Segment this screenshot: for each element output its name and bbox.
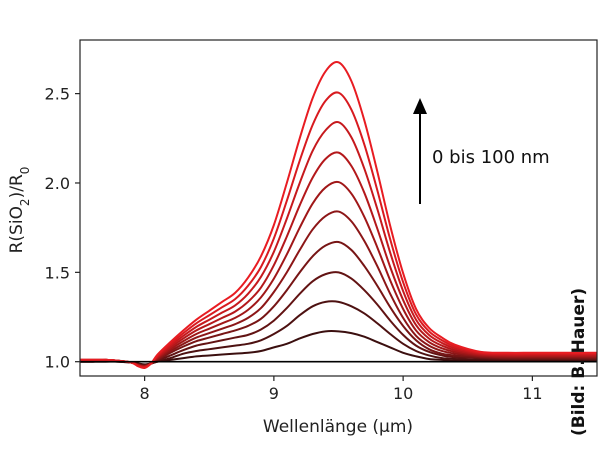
y-axis-label-part-1: R(SiO <box>7 206 27 253</box>
image-credit: (Bild: B. Hauer) <box>569 288 589 436</box>
y-axis-label-part-2: )/R <box>7 174 27 198</box>
x-tick-label: 10 <box>393 384 413 403</box>
y-tick-label: 1.0 <box>45 353 70 372</box>
plot-frame <box>79 39 598 377</box>
y-axis-label-subscript-1: 2 <box>18 198 32 206</box>
series-line-4 <box>79 240 597 368</box>
x-tick-label: 11 <box>522 384 542 403</box>
annotation-label: 0 bis 100 nm <box>432 147 550 168</box>
series-line-3 <box>80 271 597 367</box>
x-axis-ticks: 8 9 10 11 <box>140 376 543 403</box>
series-line-5 <box>79 210 597 368</box>
y-axis-ticks: 1.0 1.5 2.0 2.5 <box>45 85 80 372</box>
series-layer <box>79 61 598 370</box>
y-axis-label: R(SiO2)/R0 <box>7 167 32 254</box>
x-tick-label: 9 <box>269 384 279 403</box>
arrow-head <box>413 98 427 114</box>
series-line-9 <box>79 91 597 369</box>
series-line-10 <box>79 61 597 370</box>
y-axis-label-subscript-2: 0 <box>18 167 32 175</box>
y-tick-label: 2.5 <box>45 85 70 104</box>
x-tick-label: 8 <box>140 384 150 403</box>
series-line-7 <box>79 151 597 369</box>
thickness-arrow <box>413 98 427 204</box>
y-tick-label: 2.0 <box>45 174 70 193</box>
series-line-6 <box>79 180 597 368</box>
x-axis-label: Wellenlänge (µm) <box>263 417 413 437</box>
y-tick-label: 1.5 <box>45 263 70 282</box>
